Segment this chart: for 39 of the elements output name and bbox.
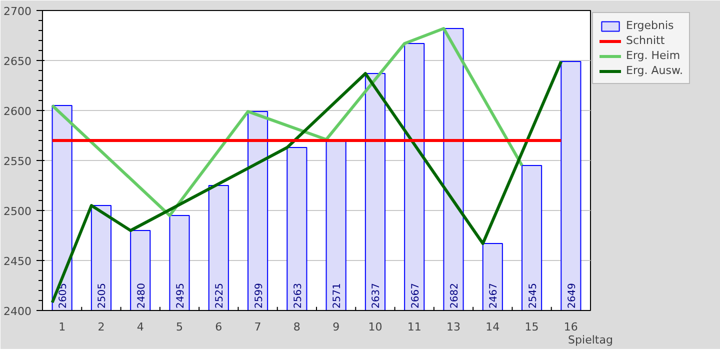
legend-label: Erg. Ausw. (626, 64, 683, 77)
data-label: 2682 (450, 283, 460, 308)
y-tick-label: 2600 (4, 105, 32, 118)
data-label: 2480 (136, 283, 148, 308)
data-label: 2563 (292, 283, 304, 308)
data-label: 2525 (214, 283, 226, 308)
x-tick-label: 4 (136, 320, 144, 334)
data-label: 2637 (371, 283, 382, 308)
data-label: 2649 (566, 283, 578, 308)
x-tick-label: 15 (524, 320, 539, 334)
y-tick-label: 2400 (4, 305, 32, 318)
data-label: 2467 (488, 283, 500, 308)
data-label: 2667 (410, 283, 422, 308)
x-tick-label: 1 (58, 320, 66, 334)
x-tick-label: 16 (564, 320, 578, 334)
y-tick-label: 2450 (4, 255, 32, 268)
y-tick-label: 2550 (4, 155, 32, 168)
x-tick-label: 11 (407, 320, 422, 334)
x-tick-label: 6 (215, 320, 222, 334)
x-tick-label: 2 (98, 320, 105, 334)
legend-label: Erg. Heim (626, 49, 680, 62)
x-tick-label: 7 (254, 320, 262, 334)
data-label: 2505 (97, 283, 108, 308)
x-tick-label: 9 (332, 320, 340, 334)
data-label: 2571 (332, 283, 344, 308)
legend-label: Ergebnis (626, 19, 674, 32)
x-tick-label: 10 (368, 320, 382, 334)
y-tick-label: 2500 (4, 205, 32, 218)
x-axis-title: Spieltag (568, 334, 613, 346)
data-label: 2599 (254, 283, 265, 308)
x-tick-label: 13 (446, 320, 460, 334)
y-tick-label: 2650 (4, 55, 32, 68)
x-tick-label: 14 (486, 320, 500, 334)
data-label: 2545 (528, 283, 539, 308)
data-label: 2495 (176, 283, 186, 308)
x-tick-label: 8 (293, 320, 300, 334)
y-tick-label: 2700 (4, 5, 32, 18)
legend-label: Schnitt (626, 34, 665, 47)
x-tick-label: 5 (176, 320, 183, 334)
